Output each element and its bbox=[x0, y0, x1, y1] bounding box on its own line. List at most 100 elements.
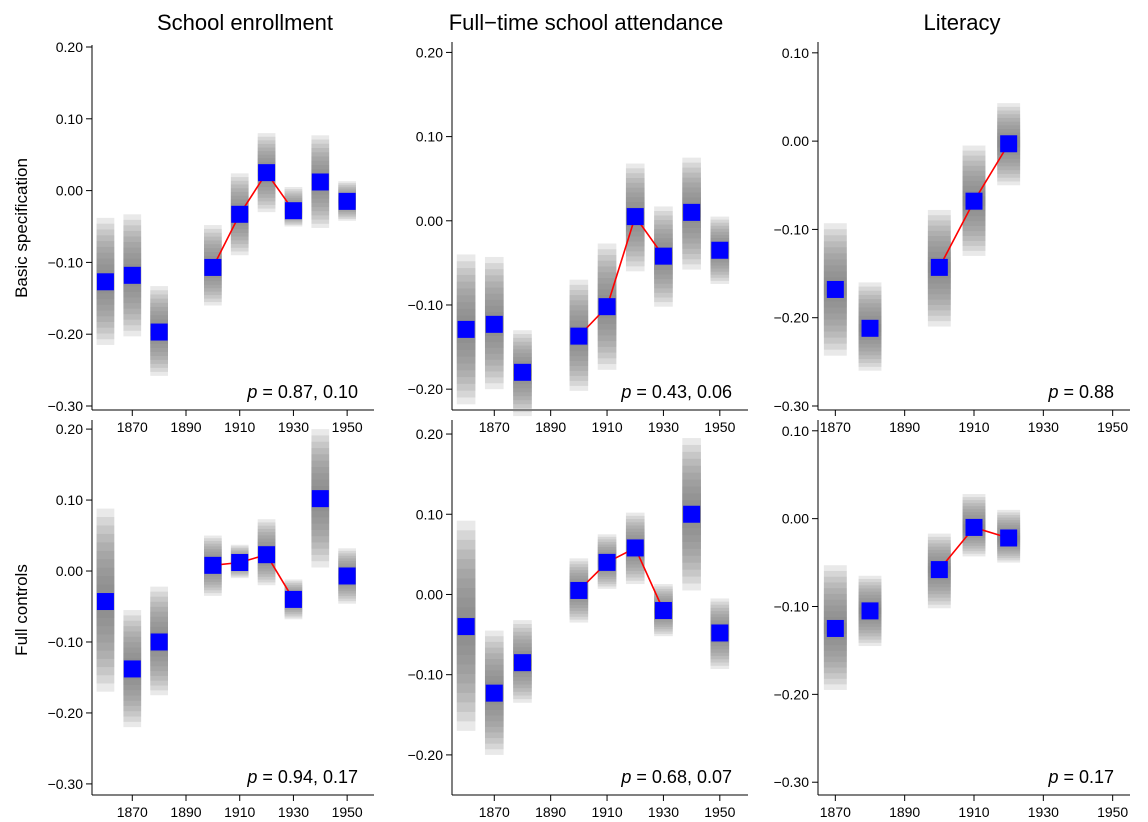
p-value-annotation: p = 0.68, 0.07 bbox=[620, 767, 732, 787]
y-tick-label: 0.00 bbox=[782, 133, 809, 149]
p-value-text: = 0.17 bbox=[1058, 767, 1114, 787]
y-tick-label: −0.10 bbox=[408, 297, 444, 313]
x-tick-label: 1890 bbox=[889, 419, 920, 435]
y-tick-label: −0.30 bbox=[48, 398, 84, 414]
point-estimate bbox=[570, 581, 588, 599]
p-value-text: = 0.88 bbox=[1058, 382, 1114, 402]
panel-literacy-full-controls: 0.10 0.00 −0.10 −0.20 −0.30 1870 1890 1910 1930 1… bbox=[774, 420, 1130, 820]
p-value-text: = 0.68, 0.07 bbox=[631, 767, 732, 787]
x-tick-label: 1870 bbox=[479, 804, 510, 820]
x-tick-label: 1930 bbox=[278, 419, 309, 435]
x-tick-label: 1950 bbox=[332, 804, 363, 820]
x-tick-label: 1930 bbox=[1028, 804, 1059, 820]
point-estimate bbox=[570, 327, 588, 345]
x-tick-label: 1950 bbox=[704, 419, 735, 435]
y-tick-label: 0.00 bbox=[782, 511, 809, 527]
x-tick-label: 1870 bbox=[820, 804, 851, 820]
point-estimate bbox=[626, 208, 644, 226]
point-estimate bbox=[204, 258, 222, 276]
p-symbol: p bbox=[246, 767, 257, 787]
y-tick-label: 0.10 bbox=[56, 111, 83, 127]
point-estimate bbox=[123, 660, 141, 678]
x-tick-label: 1930 bbox=[648, 804, 679, 820]
x-tick-label: 1950 bbox=[1097, 419, 1128, 435]
point-estimate bbox=[284, 590, 302, 608]
p-value-annotation: p = 0.88 bbox=[1047, 382, 1114, 402]
x-tick-label: 1910 bbox=[958, 419, 989, 435]
x-tick-label: 1950 bbox=[332, 419, 363, 435]
trend-line bbox=[578, 214, 665, 337]
y-tick-label: −0.20 bbox=[408, 747, 444, 763]
p-symbol: p bbox=[1047, 382, 1058, 402]
point-estimate bbox=[258, 546, 276, 564]
trend-line bbox=[578, 546, 665, 611]
row-label-full-controls: Full controls bbox=[12, 564, 31, 656]
point-estimate bbox=[513, 363, 531, 381]
trend-line bbox=[212, 553, 295, 600]
x-tick-label: 1930 bbox=[1028, 419, 1059, 435]
panel-school-enrollment-basic: 0.20 0.10 0.00 −0.10 −0.20 −0.30 1870 1890 1910 1… bbox=[48, 39, 374, 435]
x-tick-label: 1890 bbox=[170, 804, 201, 820]
point-estimate bbox=[711, 241, 729, 259]
point-estimate bbox=[1000, 529, 1018, 547]
y-tick-label: −0.10 bbox=[48, 254, 84, 270]
point-estimate bbox=[683, 505, 701, 523]
point-estimate bbox=[485, 315, 503, 333]
x-tick-label: 1890 bbox=[170, 419, 201, 435]
y-tick-label: −0.20 bbox=[408, 381, 444, 397]
y-tick-label: 0.20 bbox=[56, 421, 83, 437]
point-estimate bbox=[311, 173, 329, 191]
point-estimate bbox=[930, 258, 948, 276]
point-estimate bbox=[683, 203, 701, 221]
panel-school-enrollment-full-controls: 0.20 0.10 0.00 −0.10 −0.20 −0.30 1870 1890 1910 1… bbox=[48, 420, 374, 820]
y-tick-label: 0.00 bbox=[56, 563, 83, 579]
y-tick-label: −0.20 bbox=[48, 705, 84, 721]
p-symbol: p bbox=[620, 382, 631, 402]
x-tick-label: 1870 bbox=[479, 419, 510, 435]
x-tick-label: 1950 bbox=[704, 804, 735, 820]
point-estimate bbox=[123, 266, 141, 284]
panel-literacy-basic: 0.10 0.00 −0.10 −0.20 −0.30 1870 1890 1910 1930 1… bbox=[774, 42, 1130, 435]
panel-full-time-attendance-basic: 0.20 0.10 0.00 −0.10 −0.20 1870 1890 1910 1930 19… bbox=[408, 42, 748, 435]
x-tick-label: 1910 bbox=[591, 804, 622, 820]
p-value-text: = 0.87, 0.10 bbox=[257, 382, 358, 402]
point-estimate bbox=[258, 164, 276, 182]
point-estimate bbox=[150, 633, 168, 651]
x-tick-label: 1910 bbox=[591, 419, 622, 435]
point-estimate bbox=[485, 684, 503, 702]
y-tick-label: 0.20 bbox=[416, 44, 443, 60]
y-tick-label: 0.20 bbox=[416, 426, 443, 442]
point-estimate bbox=[930, 561, 948, 579]
y-tick-label: −0.10 bbox=[774, 221, 810, 237]
p-value-annotation: p = 0.94, 0.17 bbox=[246, 767, 358, 787]
x-tick-label: 1930 bbox=[648, 419, 679, 435]
y-tick-label: −0.10 bbox=[774, 599, 810, 615]
point-estimate bbox=[311, 490, 329, 508]
p-value-text: = 0.43, 0.06 bbox=[631, 382, 732, 402]
y-tick-label: −0.20 bbox=[774, 310, 810, 326]
p-symbol: p bbox=[1047, 767, 1058, 787]
x-tick-label: 1870 bbox=[820, 419, 851, 435]
y-tick-label: −0.10 bbox=[48, 634, 84, 650]
y-tick-label: 0.10 bbox=[782, 45, 809, 61]
y-tick-label: 0.00 bbox=[56, 183, 83, 199]
point-estimate bbox=[338, 192, 356, 210]
point-estimate bbox=[204, 556, 222, 574]
point-estimate bbox=[654, 602, 672, 620]
point-estimate bbox=[231, 205, 249, 223]
point-estimate bbox=[96, 593, 114, 611]
x-tick-label: 1890 bbox=[535, 419, 566, 435]
p-value-annotation: p = 0.87, 0.10 bbox=[246, 382, 358, 402]
point-estimate bbox=[861, 319, 879, 337]
x-tick-label: 1910 bbox=[224, 419, 255, 435]
y-tick-label: −0.30 bbox=[48, 776, 84, 792]
y-tick-label: −0.10 bbox=[408, 667, 444, 683]
row-label-basic-specification: Basic specification bbox=[12, 158, 31, 298]
point-estimate bbox=[338, 567, 356, 585]
point-estimate bbox=[626, 539, 644, 557]
y-tick-label: −0.20 bbox=[48, 326, 84, 342]
point-estimate bbox=[598, 298, 616, 316]
p-symbol: p bbox=[246, 382, 257, 402]
x-tick-label: 1890 bbox=[535, 804, 566, 820]
